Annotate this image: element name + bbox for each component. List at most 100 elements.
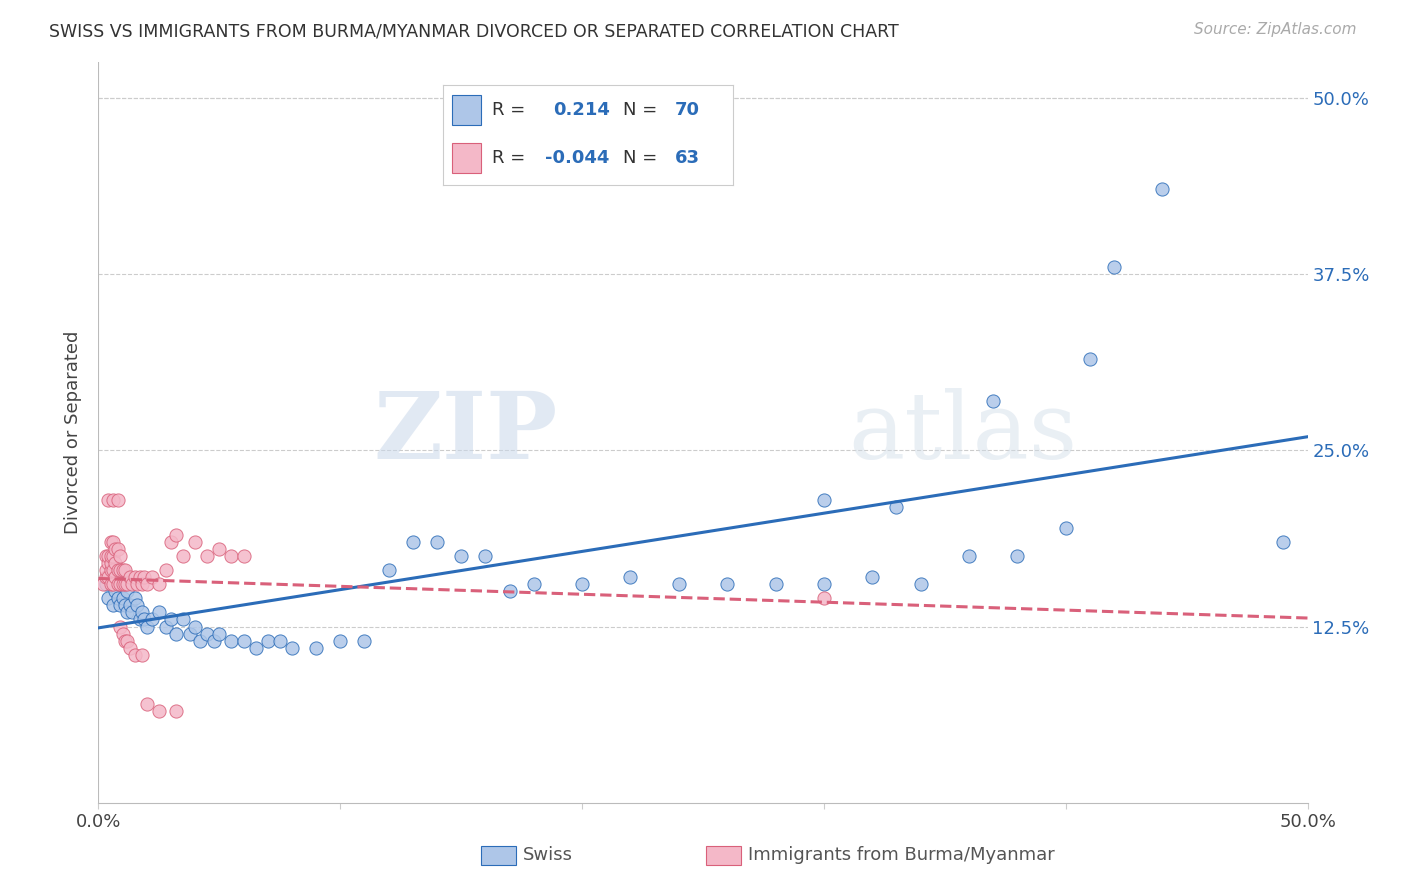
Point (184, 535, 207, 549)
Point (148, 704, 170, 718)
Point (114, 633, 136, 648)
Point (97, 492, 120, 507)
Point (256, 633, 278, 648)
Point (195, 626, 218, 640)
Point (97, 591, 120, 606)
Point (101, 599, 124, 613)
Point (117, 577, 139, 591)
Point (160, 612, 183, 626)
Point (813, 577, 835, 591)
Point (195, 549, 218, 563)
Point (101, 492, 124, 507)
Point (121, 577, 143, 591)
Point (117, 633, 139, 648)
Point (111, 563, 134, 577)
Point (91, 577, 114, 591)
Point (101, 549, 124, 563)
Point (155, 563, 177, 577)
Point (111, 577, 134, 591)
Text: Immigrants from Burma/Myanmar: Immigrants from Burma/Myanmar (748, 847, 1054, 864)
Point (1152, 182, 1174, 196)
Point (141, 612, 163, 626)
Point (101, 563, 124, 577)
Point (135, 697, 157, 711)
Point (474, 549, 496, 563)
Point (813, 591, 835, 606)
Point (172, 612, 194, 626)
Text: SWISS VS IMMIGRANTS FROM BURMA/MYANMAR DIVORCED OR SEPARATED CORRELATION CHART: SWISS VS IMMIGRANTS FROM BURMA/MYANMAR D… (49, 22, 898, 40)
Point (97, 549, 120, 563)
Point (204, 633, 226, 648)
Point (97, 556, 120, 570)
Point (118, 599, 141, 613)
Point (94, 563, 117, 577)
Point (107, 541, 129, 556)
Point (981, 393, 1004, 408)
Point (100, 556, 122, 570)
Point (94, 549, 117, 563)
Point (426, 535, 449, 549)
Point (148, 577, 170, 591)
Point (108, 563, 131, 577)
Y-axis label: Divorced or Separated: Divorced or Separated (65, 331, 83, 534)
Point (104, 563, 127, 577)
Point (172, 549, 194, 563)
Point (668, 577, 690, 591)
Point (208, 541, 231, 556)
Point (94, 570, 117, 584)
Point (121, 606, 143, 620)
Point (124, 570, 146, 584)
Point (114, 563, 136, 577)
Point (1078, 351, 1101, 366)
Point (128, 570, 150, 584)
Point (245, 640, 267, 655)
Point (100, 563, 122, 577)
Point (117, 584, 139, 599)
Point (402, 535, 425, 549)
Point (104, 556, 127, 570)
Point (107, 570, 129, 584)
Point (232, 549, 254, 563)
Point (377, 563, 399, 577)
Point (108, 577, 131, 591)
Point (523, 577, 546, 591)
Point (329, 633, 352, 648)
Point (124, 648, 146, 662)
Point (104, 584, 127, 599)
Point (813, 492, 835, 507)
Point (107, 492, 129, 507)
Point (208, 626, 231, 640)
Point (97, 570, 120, 584)
Point (165, 704, 187, 718)
Point (188, 633, 211, 648)
Point (135, 577, 157, 591)
Point (104, 541, 127, 556)
Point (1102, 260, 1125, 274)
Point (131, 648, 153, 662)
Point (716, 577, 738, 591)
Point (135, 619, 157, 633)
Point (114, 599, 136, 613)
Point (131, 606, 153, 620)
Point (232, 633, 254, 648)
Point (117, 606, 139, 620)
Point (221, 549, 243, 563)
Point (910, 577, 932, 591)
Point (100, 570, 122, 584)
Point (118, 640, 141, 655)
Point (155, 619, 177, 633)
Point (134, 612, 156, 626)
Point (281, 640, 304, 655)
Point (101, 577, 124, 591)
Point (165, 528, 187, 542)
Point (165, 626, 187, 640)
Point (184, 619, 207, 633)
Point (128, 612, 150, 626)
Point (100, 577, 122, 591)
Point (131, 577, 153, 591)
Point (111, 626, 134, 640)
Text: ZIP: ZIP (374, 388, 558, 477)
Point (127, 599, 149, 613)
Point (100, 535, 122, 549)
Point (1272, 535, 1295, 549)
